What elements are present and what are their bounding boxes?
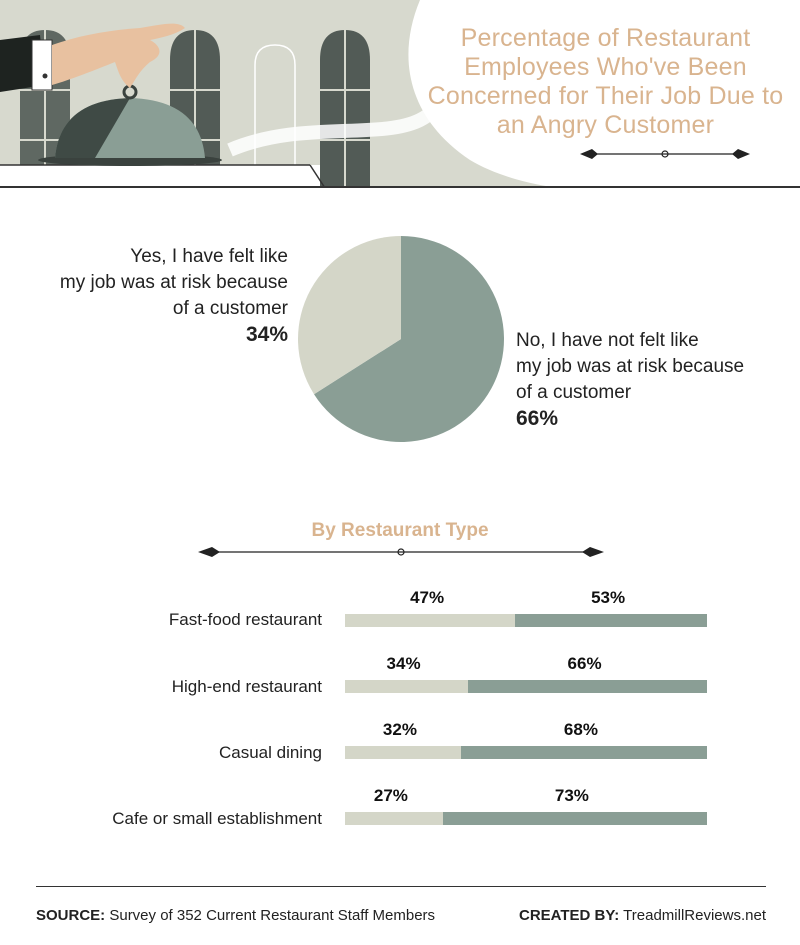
pie-label-no-line3: of a customer [516,382,632,403]
bar-segment-no [515,614,707,627]
source-text: Survey of 352 Current Restaurant Staff M… [109,907,436,924]
footer-divider [36,886,766,887]
bar-category-label: Cafe or small establishment [112,809,322,828]
bar-label-yes: 47% [410,588,445,607]
bar-label-no: 68% [563,720,598,739]
bar-category-label: High-end restaurant [171,677,322,696]
header-illustration [0,0,800,189]
bar-segment-no [460,746,707,759]
bar-label-no: 73% [554,786,589,805]
bar-label-yes: 34% [386,654,421,673]
bar-segment-yes [345,746,461,759]
bar-label-yes: 32% [382,720,417,739]
bar-segment-yes [345,812,443,825]
pie-chart [298,236,504,442]
source-credit: SOURCE: Survey of 352 Current Restaurant… [36,907,435,924]
flourish-ornament [580,149,750,159]
source-label: SOURCE: [36,907,106,924]
pie-label-no-line2: my job was at risk because [516,356,745,377]
pie-label-no: No, I have not felt like my job was at r… [516,328,786,432]
bar-segment-no [442,812,707,825]
chart-title: Percentage of Restaurant Employees Who'v… [427,24,784,139]
cloche-icon [38,84,222,166]
pie-label-yes-line2: my job was at risk because [59,272,288,293]
pie-label-yes-line1: Yes, I have felt like [130,246,288,267]
created-label: CREATED BY: [518,907,620,924]
bar-segment-yes [345,614,516,627]
bar-category-label: Fast-food restaurant [168,610,322,629]
pie-label-yes-line3: of a customer [172,298,288,319]
pie-value-yes: 34% [245,323,288,346]
bar-label-no: 66% [567,654,602,673]
section-title: By Restaurant Type [311,520,489,541]
section-flourish-ornament [198,547,604,557]
pie-slice-no [314,236,504,442]
header-divider [0,186,800,188]
pie-slice-yes [298,236,401,395]
bar-label-yes: 27% [373,786,408,805]
created-by-credit: CREATED BY: TreadmillReviews.net [519,907,766,924]
created-text: TreadmillReviews.net [623,907,766,924]
bar-label-no: 53% [591,588,626,607]
bar-segment-no [468,680,707,693]
bar-category-label: Casual dining [218,743,322,762]
hand-icon [0,23,185,92]
pie-label-no-line1: No, I have not felt like [516,330,699,351]
bar-segment-yes [345,680,469,693]
header-artwork [0,0,800,189]
pie-label-yes: Yes, I have felt like my job was at risk… [20,244,288,348]
pie-value-no: 66% [516,407,559,430]
